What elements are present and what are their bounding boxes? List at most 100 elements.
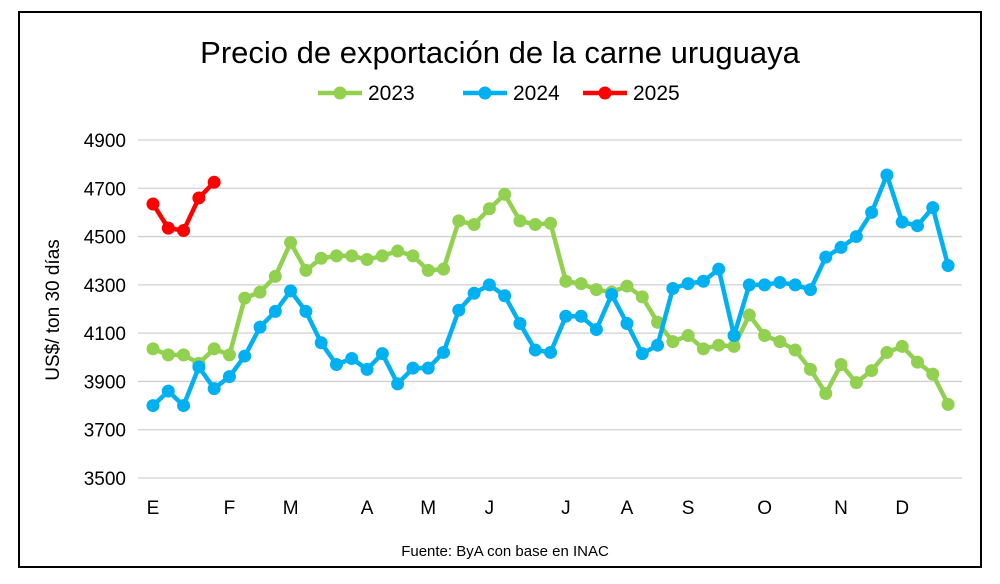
data-point: [391, 244, 405, 258]
data-point: [803, 283, 817, 297]
data-point: [192, 191, 206, 205]
data-point: [421, 263, 435, 277]
data-point: [544, 216, 558, 230]
data-point: [788, 278, 802, 292]
data-point: [712, 338, 726, 352]
data-point: [681, 277, 695, 291]
data-point: [329, 249, 343, 263]
data-point: [177, 224, 191, 238]
data-point: [207, 342, 221, 356]
data-point: [880, 345, 894, 359]
data-point: [513, 316, 527, 330]
chart-title: Precio de exportación de la carne urugua…: [200, 35, 800, 70]
y-tick-label: 4700: [84, 179, 126, 200]
y-tick-label: 3700: [84, 421, 126, 442]
legend-label: 2023: [368, 82, 415, 105]
data-point: [360, 362, 374, 376]
data-point: [314, 251, 328, 265]
x-tick-label: A: [621, 498, 634, 519]
data-point: [544, 345, 558, 359]
legend-marker: [333, 86, 347, 100]
x-tick-label: F: [224, 498, 236, 519]
data-point: [498, 289, 512, 303]
data-point: [482, 278, 496, 292]
data-point: [911, 219, 924, 233]
data-point: [788, 343, 802, 357]
legend-marker: [478, 86, 492, 100]
data-point: [819, 387, 833, 400]
data-point: [238, 349, 252, 363]
x-tick-label: O: [757, 498, 772, 519]
data-point: [268, 269, 282, 283]
data-point: [360, 253, 374, 267]
data-point: [482, 202, 496, 216]
x-tick-label: E: [147, 498, 160, 519]
data-point: [421, 361, 435, 375]
source-note: Fuente: ByA con base en INAC: [401, 543, 609, 560]
x-tick-label: M: [283, 498, 299, 519]
data-point: [299, 263, 313, 277]
data-point: [819, 250, 833, 264]
legend: 2023 2024 2025: [318, 82, 680, 105]
data-point: [559, 309, 573, 323]
data-point: [574, 309, 588, 323]
chart-border: [18, 11, 982, 568]
data-point: [161, 221, 175, 235]
data-point: [849, 376, 863, 390]
legend-marker: [598, 86, 612, 100]
data-point: [712, 262, 726, 276]
data-point: [926, 367, 940, 381]
data-point: [941, 397, 955, 411]
data-point: [467, 218, 481, 231]
data-point: [666, 281, 680, 295]
data-point: [345, 351, 359, 365]
data-point: [299, 304, 313, 318]
data-point: [528, 343, 542, 357]
data-point: [253, 320, 267, 334]
data-point: [849, 230, 863, 244]
data-point: [498, 187, 512, 201]
data-point: [437, 345, 451, 359]
data-point: [207, 175, 221, 189]
data-point: [559, 274, 573, 288]
data-point: [391, 377, 405, 391]
data-point: [146, 399, 160, 413]
data-point: [803, 362, 817, 376]
gridlines: [138, 139, 962, 479]
data-point: [758, 278, 772, 292]
data-point: [192, 360, 206, 374]
data-point: [727, 329, 741, 343]
data-point: [222, 370, 236, 384]
series-2024: [146, 168, 955, 413]
data-point: [284, 284, 298, 298]
data-point: [635, 290, 649, 304]
legend-label: 2025: [633, 82, 680, 105]
legend-label: 2024: [513, 82, 560, 105]
data-point: [268, 304, 282, 318]
data-point: [528, 218, 542, 231]
data-point: [865, 364, 879, 378]
data-point: [696, 274, 710, 288]
legend-item-2023: 2023: [318, 82, 415, 105]
x-tick-label: D: [895, 498, 909, 519]
y-tick-label: 4100: [84, 324, 126, 345]
data-point: [589, 283, 603, 297]
data-point: [666, 335, 680, 349]
data-point: [146, 342, 160, 356]
data-point: [941, 259, 955, 273]
data-point: [146, 197, 160, 211]
data-point: [177, 399, 191, 413]
data-point: [589, 323, 603, 337]
x-tick-label: N: [834, 498, 848, 519]
x-tick-label: M: [420, 498, 436, 519]
data-point: [620, 316, 634, 330]
data-point: [696, 342, 710, 356]
data-point: [911, 355, 924, 369]
y-tick-label: 3900: [84, 372, 126, 393]
data-point: [375, 347, 389, 361]
legend-item-2024: 2024: [463, 82, 560, 105]
data-point: [681, 329, 695, 343]
data-point: [727, 339, 741, 353]
